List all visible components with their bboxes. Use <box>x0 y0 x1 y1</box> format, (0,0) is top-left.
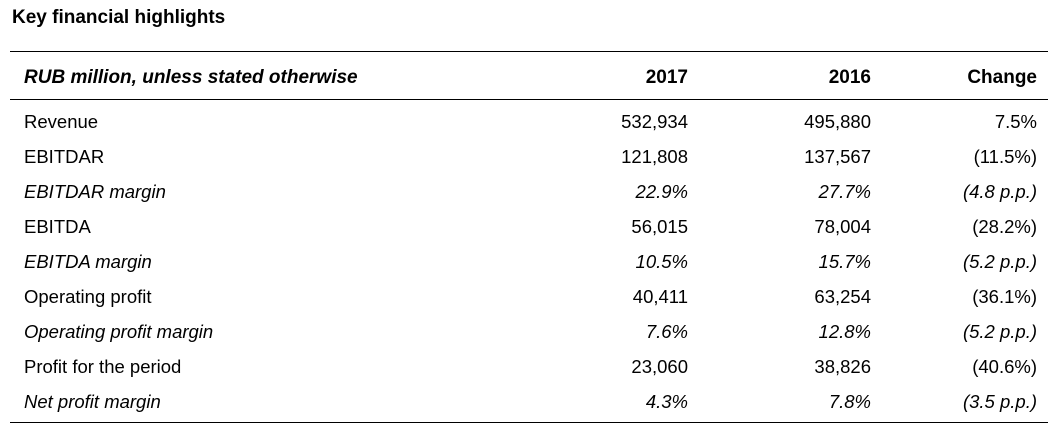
row-label: Operating profit margin <box>24 321 214 342</box>
table-row: EBITDA margin 10.5% 15.7% (5.2 p.p.) <box>0 244 1058 279</box>
table-top-rule <box>10 51 1048 52</box>
row-label: EBITDA margin <box>24 251 152 272</box>
row-change: (28.2%) <box>972 216 1037 237</box>
table-header-rule <box>10 99 1048 100</box>
row-change: (3.5 p.p.) <box>962 391 1037 412</box>
row-value-2016: 15.7% <box>818 251 871 272</box>
row-value-2016: 7.8% <box>828 391 871 412</box>
header-label-unit: RUB million, unless stated otherwise <box>24 67 358 88</box>
row-value-2017: 532,934 <box>621 111 688 132</box>
header-2016: 2016 <box>828 67 871 88</box>
row-change: 7.5% <box>994 111 1037 132</box>
header-change: Change <box>967 67 1037 88</box>
row-value-2016: 78,004 <box>814 216 871 237</box>
table-row: EBITDAR 121,808 137,567 (11.5%) <box>0 139 1058 174</box>
row-value-2017: 40,411 <box>632 286 688 307</box>
table-header-row: RUB million, unless stated otherwise 201… <box>0 60 1058 96</box>
table-row: EBITDA 56,015 78,004 (28.2%) <box>0 209 1058 244</box>
row-change: (40.6%) <box>972 356 1037 377</box>
header-2017: 2017 <box>645 67 688 88</box>
row-value-2016: 38,826 <box>814 356 871 377</box>
row-label: Profit for the period <box>24 356 182 377</box>
row-change: (5.2 p.p.) <box>962 251 1037 272</box>
row-value-2016: 137,567 <box>804 146 871 167</box>
row-label: Operating profit <box>24 286 152 307</box>
table-row: Revenue 532,934 495,880 7.5% <box>0 104 1058 139</box>
row-value-2017: 22.9% <box>635 181 688 202</box>
row-label: EBITDA <box>24 216 91 237</box>
page-title: Key financial highlights <box>12 7 226 28</box>
table-body: Revenue 532,934 495,880 7.5% EBITDAR 121… <box>0 104 1058 419</box>
row-value-2016: 495,880 <box>804 111 871 132</box>
row-change: (11.5%) <box>973 146 1037 167</box>
row-label: EBITDAR margin <box>24 181 166 202</box>
row-value-2017: 10.5% <box>635 251 688 272</box>
row-value-2016: 63,254 <box>814 286 871 307</box>
row-change: (4.8 p.p.) <box>962 181 1037 202</box>
table-row: Net profit margin 4.3% 7.8% (3.5 p.p.) <box>0 384 1058 419</box>
row-change: (5.2 p.p.) <box>962 321 1037 342</box>
table-row: Profit for the period 23,060 38,826 (40.… <box>0 349 1058 384</box>
row-label: Revenue <box>24 111 99 132</box>
row-change: (36.1%) <box>972 286 1037 307</box>
table-bottom-rule <box>10 422 1048 423</box>
row-label: EBITDAR <box>24 146 105 167</box>
table-row: Operating profit 40,411 63,254 (36.1%) <box>0 279 1058 314</box>
row-value-2017: 23,060 <box>631 356 688 377</box>
row-value-2017: 56,015 <box>631 216 688 237</box>
row-value-2017: 4.3% <box>645 391 688 412</box>
row-value-2016: 12.8% <box>818 321 871 342</box>
row-value-2017: 7.6% <box>645 321 688 342</box>
row-label: Net profit margin <box>24 391 161 412</box>
table-row: Operating profit margin 7.6% 12.8% (5.2 … <box>0 314 1058 349</box>
row-value-2017: 121,808 <box>621 146 688 167</box>
row-value-2016: 27.7% <box>818 181 871 202</box>
table-row: EBITDAR margin 22.9% 27.7% (4.8 p.p.) <box>0 174 1058 209</box>
